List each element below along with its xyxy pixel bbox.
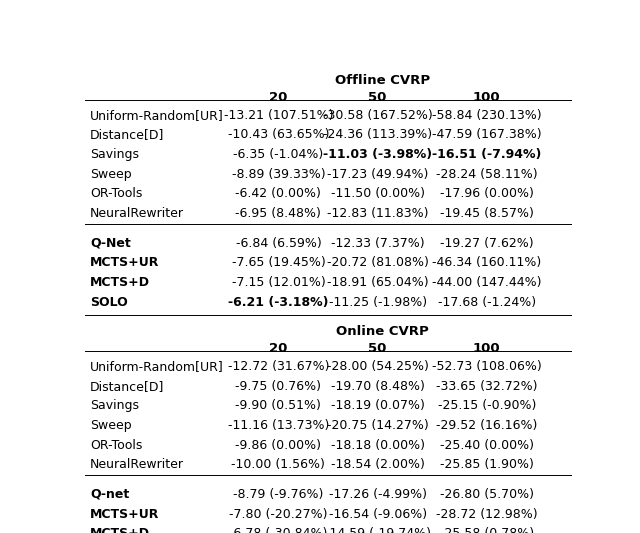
Text: -47.59 (167.38%): -47.59 (167.38%) [432, 128, 541, 141]
Text: -14.59 (-19.74%): -14.59 (-19.74%) [324, 527, 431, 533]
Text: -18.91 (65.04%): -18.91 (65.04%) [327, 276, 428, 289]
Text: -12.83 (11.83%): -12.83 (11.83%) [327, 207, 428, 220]
Text: -9.86 (0.00%): -9.86 (0.00%) [236, 439, 321, 451]
Text: Sweep: Sweep [90, 419, 132, 432]
Text: -11.03 (-3.98%): -11.03 (-3.98%) [323, 148, 432, 161]
Text: SOLO: SOLO [90, 296, 127, 309]
Text: -7.80 (-20.27%): -7.80 (-20.27%) [229, 507, 328, 521]
Text: -30.58 (167.52%): -30.58 (167.52%) [323, 109, 433, 122]
Text: -28.00 (54.25%): -28.00 (54.25%) [326, 360, 429, 373]
Text: 20: 20 [269, 342, 287, 355]
Text: -13.21 (107.51%): -13.21 (107.51%) [223, 109, 333, 122]
Text: -11.50 (0.00%): -11.50 (0.00%) [331, 188, 424, 200]
Text: Savings: Savings [90, 148, 139, 161]
Text: -11.16 (13.73%): -11.16 (13.73%) [228, 419, 329, 432]
Text: -24.36 (113.39%): -24.36 (113.39%) [323, 128, 432, 141]
Text: -18.54 (2.00%): -18.54 (2.00%) [331, 458, 424, 471]
Text: -7.65 (19.45%): -7.65 (19.45%) [232, 256, 325, 270]
Text: MCTS+D: MCTS+D [90, 527, 150, 533]
Text: -25.58 (0.78%): -25.58 (0.78%) [440, 527, 534, 533]
Text: -12.33 (7.37%): -12.33 (7.37%) [331, 237, 424, 250]
Text: -25.15 (-0.90%): -25.15 (-0.90%) [438, 399, 536, 412]
Text: -44.00 (147.44%): -44.00 (147.44%) [432, 276, 541, 289]
Text: -9.90 (0.51%): -9.90 (0.51%) [236, 399, 321, 412]
Text: Uniform-Random[UR]: Uniform-Random[UR] [90, 360, 223, 373]
Text: MCTS+UR: MCTS+UR [90, 507, 159, 521]
Text: -52.73 (108.06%): -52.73 (108.06%) [432, 360, 541, 373]
Text: -6.95 (8.48%): -6.95 (8.48%) [236, 207, 321, 220]
Text: -25.40 (0.00%): -25.40 (0.00%) [440, 439, 534, 451]
Text: 50: 50 [369, 342, 387, 355]
Text: -17.68 (-1.24%): -17.68 (-1.24%) [438, 296, 536, 309]
Text: -46.34 (160.11%): -46.34 (160.11%) [432, 256, 541, 270]
Text: 100: 100 [473, 91, 500, 104]
Text: -6.35 (-1.04%): -6.35 (-1.04%) [233, 148, 324, 161]
Text: Q-Net: Q-Net [90, 237, 131, 250]
Text: 20: 20 [269, 91, 287, 104]
Text: -18.19 (0.07%): -18.19 (0.07%) [331, 399, 424, 412]
Text: 50: 50 [369, 91, 387, 104]
Text: MCTS+UR: MCTS+UR [90, 256, 159, 270]
Text: -58.84 (230.13%): -58.84 (230.13%) [432, 109, 541, 122]
Text: -28.72 (12.98%): -28.72 (12.98%) [436, 507, 538, 521]
Text: Uniform-Random[UR]: Uniform-Random[UR] [90, 109, 223, 122]
Text: -19.70 (8.48%): -19.70 (8.48%) [331, 379, 424, 393]
Text: -28.24 (58.11%): -28.24 (58.11%) [436, 168, 538, 181]
Text: -19.45 (8.57%): -19.45 (8.57%) [440, 207, 534, 220]
Text: -19.27 (7.62%): -19.27 (7.62%) [440, 237, 534, 250]
Text: -17.23 (49.94%): -17.23 (49.94%) [327, 168, 428, 181]
Text: Savings: Savings [90, 399, 139, 412]
Text: -7.15 (12.01%): -7.15 (12.01%) [232, 276, 325, 289]
Text: OR-Tools: OR-Tools [90, 439, 142, 451]
Text: -25.85 (1.90%): -25.85 (1.90%) [440, 458, 534, 471]
Text: -10.43 (63.65%): -10.43 (63.65%) [228, 128, 329, 141]
Text: Q-net: Q-net [90, 488, 129, 501]
Text: Distance[D]: Distance[D] [90, 379, 164, 393]
Text: -11.25 (-1.98%): -11.25 (-1.98%) [328, 296, 427, 309]
Text: -17.96 (0.00%): -17.96 (0.00%) [440, 188, 534, 200]
Text: Distance[D]: Distance[D] [90, 128, 164, 141]
Text: -16.51 (-7.94%): -16.51 (-7.94%) [432, 148, 541, 161]
Text: 100: 100 [473, 342, 500, 355]
Text: -9.75 (0.76%): -9.75 (0.76%) [236, 379, 321, 393]
Text: MCTS+D: MCTS+D [90, 276, 150, 289]
Text: -16.54 (-9.06%): -16.54 (-9.06%) [328, 507, 427, 521]
Text: -20.72 (81.08%): -20.72 (81.08%) [326, 256, 429, 270]
Text: NeuralRewriter: NeuralRewriter [90, 458, 184, 471]
Text: -6.21 (-3.18%): -6.21 (-3.18%) [228, 296, 329, 309]
Text: -17.26 (-4.99%): -17.26 (-4.99%) [328, 488, 427, 501]
Text: Sweep: Sweep [90, 168, 132, 181]
Text: -8.79 (-9.76%): -8.79 (-9.76%) [233, 488, 324, 501]
Text: Online CVRP: Online CVRP [336, 325, 429, 338]
Text: -6.42 (0.00%): -6.42 (0.00%) [236, 188, 321, 200]
Text: -20.75 (14.27%): -20.75 (14.27%) [327, 419, 428, 432]
Text: -33.65 (32.72%): -33.65 (32.72%) [436, 379, 538, 393]
Text: -29.52 (16.16%): -29.52 (16.16%) [436, 419, 538, 432]
Text: OR-Tools: OR-Tools [90, 188, 142, 200]
Text: -6.84 (6.59%): -6.84 (6.59%) [236, 237, 321, 250]
Text: -26.80 (5.70%): -26.80 (5.70%) [440, 488, 534, 501]
Text: -18.18 (0.00%): -18.18 (0.00%) [331, 439, 424, 451]
Text: -10.00 (1.56%): -10.00 (1.56%) [232, 458, 325, 471]
Text: -8.89 (39.33%): -8.89 (39.33%) [232, 168, 325, 181]
Text: Offline CVRP: Offline CVRP [335, 74, 430, 87]
Text: NeuralRewriter: NeuralRewriter [90, 207, 184, 220]
Text: -12.72 (31.67%): -12.72 (31.67%) [228, 360, 329, 373]
Text: -6.78 (-30.84%): -6.78 (-30.84%) [229, 527, 328, 533]
